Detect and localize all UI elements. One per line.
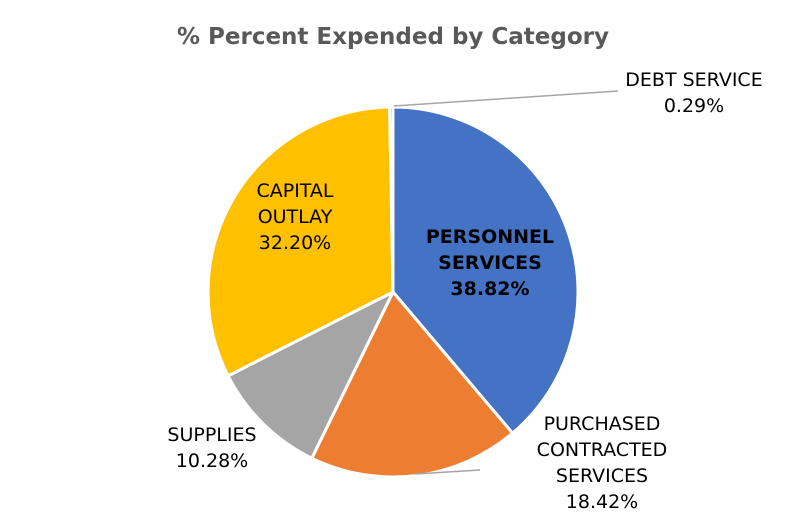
leader-line-debt-service bbox=[393, 90, 619, 107]
slice-name-line: DEBT SERVICE bbox=[625, 69, 762, 91]
pie-slice-purchased-contracted-services bbox=[310, 290, 515, 479]
pie-slices bbox=[206, 105, 580, 479]
slice-name-line: CONTRACTED bbox=[537, 439, 668, 461]
slice-name-line: PURCHASED bbox=[544, 413, 661, 435]
slice-label-debt-service: DEBT SERVICE 0.29% bbox=[625, 69, 762, 117]
pie-slice-supplies bbox=[226, 290, 395, 460]
slice-percent: 32.20% bbox=[259, 232, 331, 254]
slice-name-line: SERVICES bbox=[556, 465, 648, 487]
leader-line-purchased-contracted-services bbox=[414, 469, 481, 475]
slice-percent: 18.42% bbox=[566, 491, 638, 513]
chart-title: % Percent Expended by Category bbox=[177, 24, 609, 50]
pie-slice-capital-outlay bbox=[206, 105, 395, 378]
slice-label-supplies: SUPPLIES 10.28% bbox=[167, 424, 256, 472]
slice-labels: PERSONNEL SERVICES 38.82% PURCHASED CONTRACT… bbox=[167, 69, 762, 513]
slice-percent: 10.28% bbox=[176, 450, 248, 472]
slice-name-line: PERSONNEL bbox=[426, 226, 554, 248]
slice-label-capital-outlay: CAPITAL OUTLAY 32.20% bbox=[256, 180, 333, 254]
slice-label-purchased-contracted-services: PURCHASED CONTRACTED SERVICES 18.42% bbox=[537, 413, 668, 513]
pie-slice-debt-service bbox=[388, 105, 395, 294]
slice-percent: 0.29% bbox=[664, 95, 724, 117]
slice-name-line: SERVICES bbox=[438, 252, 542, 274]
slice-name-line: OUTLAY bbox=[258, 206, 333, 228]
slice-percent: 38.82% bbox=[450, 278, 529, 300]
leader-lines bbox=[393, 90, 619, 475]
pie-slice-personnel-services bbox=[391, 105, 580, 435]
slice-name-line: SUPPLIES bbox=[167, 424, 256, 446]
slice-name-line: CAPITAL bbox=[256, 180, 333, 202]
slice-label-personnel-services: PERSONNEL SERVICES 38.82% bbox=[426, 226, 554, 300]
